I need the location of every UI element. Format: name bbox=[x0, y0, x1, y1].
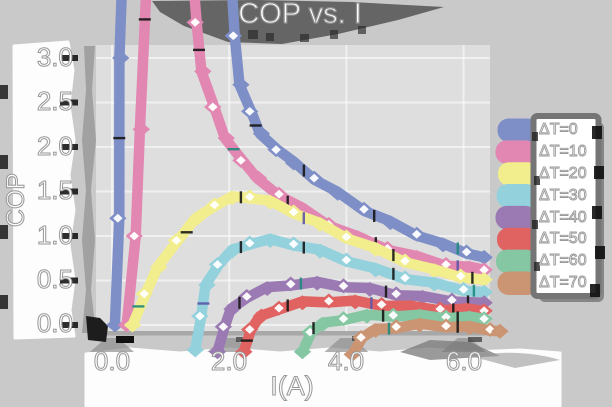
x-tick-label: 6.0 bbox=[445, 346, 483, 376]
y-tick-label: 2.5 bbox=[36, 86, 73, 116]
legend-entry-dt70: ΔT=70 bbox=[539, 274, 588, 292]
legend-entry-dt0: ΔT=0 bbox=[539, 121, 579, 139]
chart-title: COP vs. I bbox=[238, 0, 363, 31]
legend-entry-dt10: ΔT=10 bbox=[539, 143, 588, 161]
y-tick-label: 3.0 bbox=[36, 42, 73, 72]
y-tick-label: 1.0 bbox=[36, 220, 73, 250]
x-tick-label: 2.0 bbox=[210, 346, 248, 376]
y-tick-label: 0.5 bbox=[36, 264, 73, 294]
y-tick-label: 2.0 bbox=[36, 131, 73, 161]
y-tick-label: 0.0 bbox=[36, 308, 73, 338]
x-tick-label: 4.0 bbox=[327, 346, 365, 376]
legend-entry-dt40: ΔT=40 bbox=[539, 209, 588, 227]
x-axis-label: I(A) bbox=[270, 371, 315, 402]
y-tick-label: 1.5 bbox=[36, 175, 73, 205]
x-tick-label: 0.0 bbox=[93, 346, 131, 376]
legend-entry-dt30: ΔT=30 bbox=[539, 187, 588, 205]
legend-entry-dt60: ΔT=60 bbox=[539, 252, 588, 270]
legend-entry-dt50: ΔT=50 bbox=[539, 230, 588, 248]
legend-entry-dt20: ΔT=20 bbox=[539, 165, 588, 183]
